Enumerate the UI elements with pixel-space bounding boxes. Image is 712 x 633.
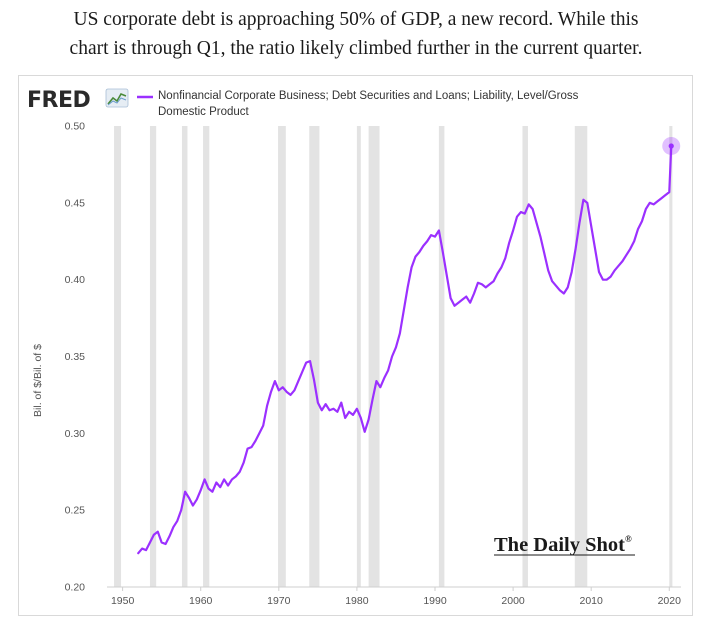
watermark-text: The Daily Shot® (494, 534, 632, 556)
x-tick-label: 1990 (423, 595, 447, 607)
x-tick-label: 1980 (345, 595, 369, 607)
y-tick-label: 0.50 (65, 121, 86, 133)
y-axis-label: Bil. of $/Bil. of $ (32, 344, 44, 417)
y-tick-label: 0.40 (65, 274, 86, 286)
y-tick-label: 0.30 (65, 428, 86, 440)
series-line (137, 144, 673, 555)
recession-band (669, 126, 673, 587)
fred-logo: FRED (27, 88, 129, 113)
x-tick-label: 1970 (267, 595, 291, 607)
recession-band (114, 126, 122, 587)
caption-line-1: US corporate debt is approaching 50% of … (73, 9, 639, 30)
recession-band (203, 126, 210, 587)
recession-band (574, 126, 588, 587)
watermark-registered-mark: ® (625, 534, 632, 544)
x-tick-label: 2010 (580, 595, 604, 607)
recession-band (522, 126, 528, 587)
fred-line-chart: 0.50 0.45 0.40 0.35 0.30 0.25 0.20 1950 1960 197… (27, 88, 681, 607)
fred-logo-text: FRED (27, 88, 90, 113)
recession-band (278, 126, 286, 587)
recession-band (438, 126, 445, 587)
legend-label-wrapper: Nonfinancial Corporate Business; Debt Se… (158, 90, 579, 118)
y-tick-label: 0.20 (65, 582, 86, 594)
recession-band (181, 126, 188, 587)
x-tick-label: 1950 (111, 595, 135, 607)
legend-label: Nonfinancial Corporate Business; Debt Se… (158, 90, 579, 118)
y-tick-label: 0.35 (65, 351, 86, 363)
last-point-marker (668, 143, 674, 149)
daily-shot-watermark: The Daily Shot® (494, 534, 635, 556)
fred-chart-panel: 0.50 0.45 0.40 0.35 0.30 0.25 0.20 1950 1960 197… (18, 75, 693, 616)
recession-band (309, 126, 320, 587)
x-tick-label: 2020 (658, 595, 682, 607)
y-tick-label: 0.25 (65, 505, 86, 517)
fred-chart-icon (105, 88, 129, 108)
recession-bands (114, 126, 673, 587)
x-tick-label: 1960 (189, 595, 213, 607)
recession-band (368, 126, 380, 587)
y-axis-ticks: 0.50 0.45 0.40 0.35 0.30 0.25 0.20 (65, 121, 86, 594)
caption-line-2: chart is through Q1, the ratio likely cl… (69, 38, 643, 59)
chart-caption: US corporate debt is approaching 50% of … (0, 5, 712, 63)
x-axis-ticks: 1950 1960 1970 1980 1990 2000 2010 2020 (111, 587, 681, 607)
y-tick-label: 0.45 (65, 197, 86, 209)
x-tick-label: 2000 (501, 595, 525, 607)
watermark-name: The Daily Shot (494, 534, 625, 556)
series-lines (137, 144, 673, 555)
last-point-highlight (662, 136, 681, 155)
recession-band (149, 126, 157, 587)
chart-legend: Nonfinancial Corporate Business; Debt Se… (137, 90, 579, 118)
recession-band (356, 126, 361, 587)
